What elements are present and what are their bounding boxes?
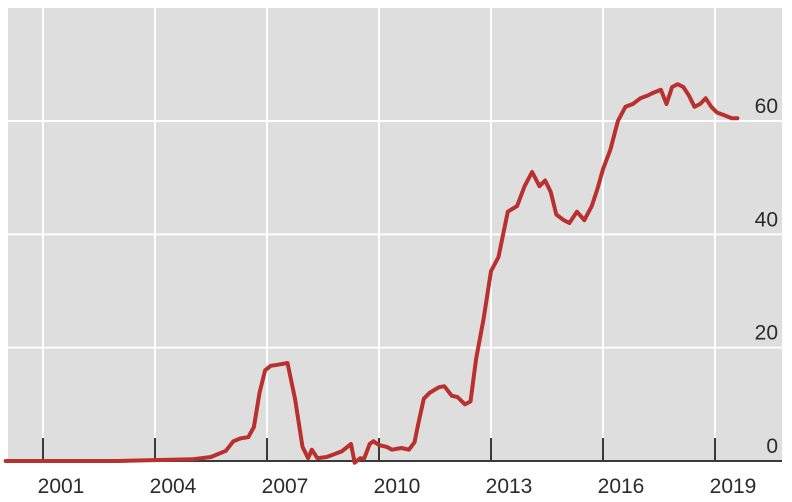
series-line bbox=[3, 82, 740, 465]
x-axis-ticks bbox=[42, 438, 716, 461]
x-tick-label: 2004 bbox=[150, 475, 197, 498]
y-tick-label: 0 bbox=[766, 435, 778, 458]
x-tick-label: 2016 bbox=[598, 475, 645, 498]
y-tick-label: 60 bbox=[755, 95, 778, 118]
grid-lines bbox=[8, 8, 782, 461]
x-tick-label: 2010 bbox=[374, 475, 421, 498]
series-lines bbox=[3, 82, 740, 465]
x-tick-label: 2001 bbox=[38, 475, 85, 498]
y-tick-label: 20 bbox=[755, 322, 778, 345]
x-tick-label: 2013 bbox=[486, 475, 533, 498]
x-tick-label: 2019 bbox=[710, 475, 757, 498]
y-axis-tick-labels: 0 20 40 60 bbox=[755, 95, 778, 458]
y-tick-label: 40 bbox=[755, 208, 778, 231]
x-axis-tick-labels: 2001 2004 2007 2010 2013 2016 2019 bbox=[38, 475, 757, 498]
x-tick-label: 2007 bbox=[262, 475, 309, 498]
